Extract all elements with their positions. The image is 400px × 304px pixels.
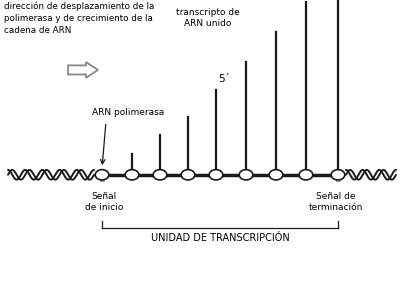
Text: Señal
de inicio: Señal de inicio <box>85 192 123 212</box>
Text: transcripto de
ARN unido: transcripto de ARN unido <box>176 8 240 28</box>
Circle shape <box>153 170 167 180</box>
Circle shape <box>209 170 223 180</box>
Text: 5´: 5´ <box>218 74 230 84</box>
Circle shape <box>269 170 283 180</box>
Circle shape <box>239 170 253 180</box>
Circle shape <box>95 170 109 180</box>
Text: UNIDAD DE TRANSCRIPCIÓN: UNIDAD DE TRANSCRIPCIÓN <box>151 233 289 243</box>
Bar <box>100 169 104 181</box>
Circle shape <box>299 170 313 180</box>
Text: ARN polimerasa: ARN polimerasa <box>92 108 164 117</box>
Text: Señal de
terminación: Señal de terminación <box>309 192 363 212</box>
Text: dirección de desplazamiento de la
polimerasa y de crecimiento de la
cadena de AR: dirección de desplazamiento de la polime… <box>4 2 154 35</box>
Circle shape <box>125 170 139 180</box>
Circle shape <box>181 170 195 180</box>
Polygon shape <box>68 62 98 78</box>
Bar <box>336 169 340 181</box>
Circle shape <box>331 170 345 180</box>
